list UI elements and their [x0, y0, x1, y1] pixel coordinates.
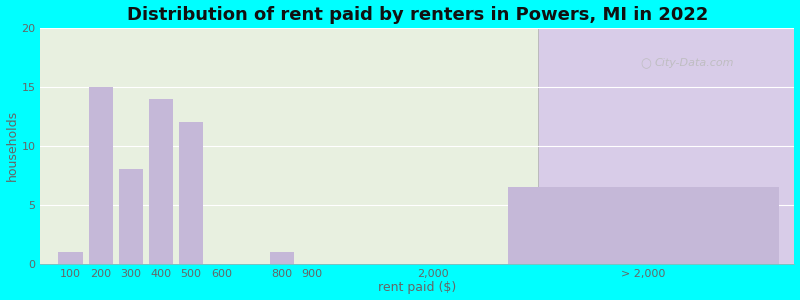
Text: ○: ○ [640, 57, 650, 70]
Bar [149, 99, 173, 264]
Bar [58, 252, 82, 264]
Bar [270, 252, 294, 264]
Title: Distribution of rent paid by renters in Powers, MI in 2022: Distribution of rent paid by renters in … [126, 6, 708, 24]
Bar [179, 122, 203, 264]
Y-axis label: households: households [6, 110, 18, 182]
Bar [40, 28, 538, 264]
Bar [118, 169, 143, 264]
Bar [508, 187, 779, 264]
Text: City-Data.com: City-Data.com [655, 58, 734, 68]
Bar [538, 28, 794, 264]
Bar [89, 87, 113, 264]
X-axis label: rent paid ($): rent paid ($) [378, 281, 457, 294]
